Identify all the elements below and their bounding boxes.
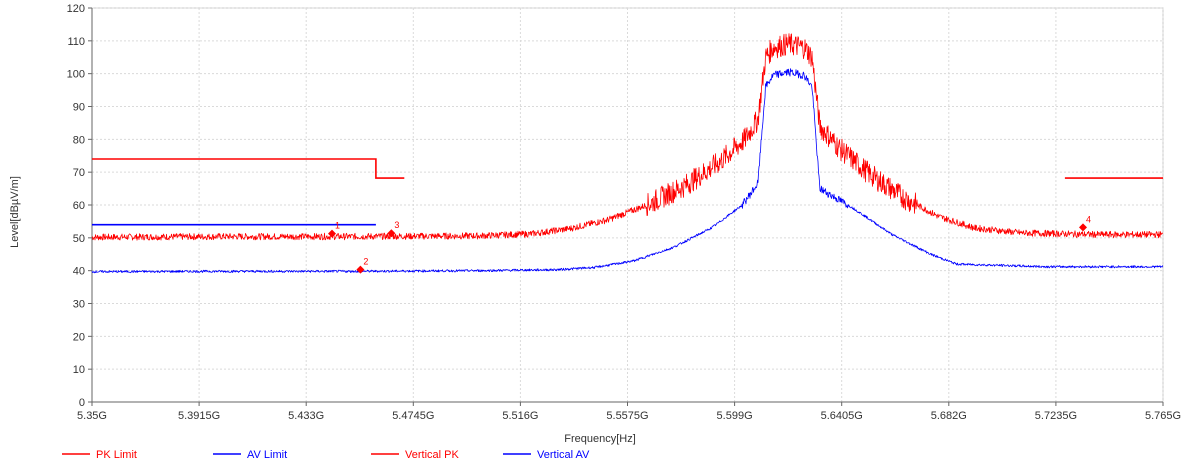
y-tick-label: 70: [73, 167, 85, 179]
series: [91, 33, 1164, 274]
marker-label-3: 3: [394, 220, 399, 230]
y-tick-label: 110: [67, 36, 85, 48]
y-tick-label: 40: [73, 266, 85, 278]
grid: [91, 7, 1164, 403]
x-tick-label: 5.765G: [1145, 410, 1181, 422]
marker-label-4: 4: [1086, 214, 1091, 224]
marker-2: [356, 265, 365, 274]
x-tick-label: 5.516G: [502, 410, 538, 422]
y-tick-label: 0: [79, 397, 85, 409]
marker-3: [387, 229, 396, 238]
markers: 1 2 3 4: [328, 214, 1091, 274]
x-tick-label: 5.35G: [77, 410, 107, 422]
x-tick-label: 5.5575G: [606, 410, 648, 422]
y-tick-label: 50: [73, 233, 85, 245]
y-tick-label: 10: [73, 364, 85, 376]
x-tick-label: 5.6405G: [821, 410, 863, 422]
legend-label: Vertical AV: [537, 449, 590, 461]
y-tick-label: 90: [73, 102, 85, 114]
y-tick-label: 60: [73, 200, 85, 212]
x-tick-label: 5.3915G: [178, 410, 220, 422]
x-axis-label: Frequency[Hz]: [564, 433, 636, 445]
trace-vertical-pk: [91, 33, 1164, 241]
y-tick-label: 120: [67, 3, 85, 15]
legend-label: PK Limit: [96, 449, 137, 461]
y-tick-label: 30: [73, 299, 85, 311]
x-tick-label: 5.4745G: [392, 410, 434, 422]
marker-1: [328, 229, 337, 238]
y-axis-label: Level[dBµV/m]: [9, 176, 21, 248]
legend: PK Limit AV Limit Vertical PK Vertical AV: [62, 449, 590, 461]
y-tick-label: 80: [73, 134, 85, 146]
legend-label: Vertical PK: [405, 449, 459, 461]
x-tick-label: 5.433G: [288, 410, 324, 422]
marker-label-2: 2: [363, 257, 368, 267]
marker-label-1: 1: [335, 221, 340, 231]
x-tick-label: 5.682G: [931, 410, 967, 422]
marker-4: [1078, 223, 1087, 232]
axes: 0 10 20 30 40 50 60 70 80 90 100 110 120 5.35G 5.3915G…: [67, 3, 1181, 422]
limit-line-pk-limit: [92, 158, 405, 179]
trace-vertical-av: [91, 68, 1164, 274]
y-tick-label: 100: [67, 69, 85, 81]
x-tick-label: 5.7235G: [1035, 410, 1077, 422]
x-tick-label: 5.599G: [717, 410, 753, 422]
y-tick-label: 20: [73, 331, 85, 343]
legend-label: AV Limit: [247, 449, 287, 461]
